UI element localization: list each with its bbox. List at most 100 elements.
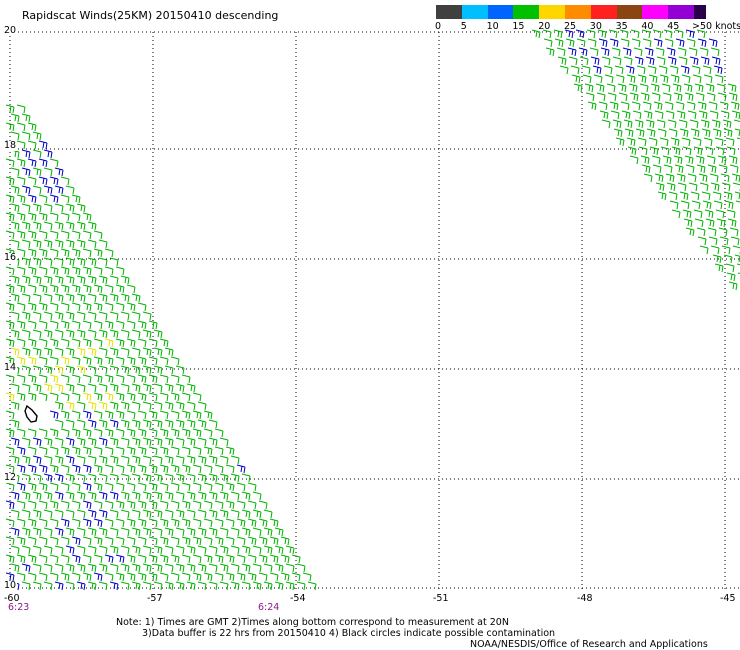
wind-barb	[82, 356, 92, 366]
wind-barb	[131, 437, 141, 447]
wind-barb	[115, 410, 125, 420]
wind-barb	[126, 338, 136, 348]
wind-barb	[685, 164, 695, 174]
wind-barb	[54, 347, 64, 357]
wind-barb	[599, 110, 609, 120]
wind-barb	[696, 164, 706, 174]
wind-barb	[175, 365, 185, 375]
wind-barb	[703, 137, 713, 147]
wind-barb	[82, 248, 92, 258]
wind-barb	[38, 320, 48, 330]
wind-barb	[679, 128, 689, 138]
wind-barb	[65, 437, 75, 447]
wind-barb	[728, 281, 738, 291]
wind-barb	[21, 437, 31, 447]
wind-barb	[699, 245, 709, 255]
wind-barb	[115, 518, 125, 528]
wind-barb	[164, 419, 174, 429]
wind-barb	[93, 500, 103, 510]
wind-barb	[556, 47, 566, 57]
wind-barb	[559, 65, 569, 75]
wind-barb	[43, 383, 53, 393]
wind-barb	[714, 263, 724, 273]
wind-barb	[712, 128, 722, 138]
wind-barb	[115, 320, 125, 330]
scale-swatch-35	[616, 5, 643, 19]
wind-barb	[10, 113, 20, 123]
scale-label-15: 15	[512, 21, 525, 32]
wind-barb	[126, 554, 136, 564]
wind-barb	[708, 38, 718, 48]
wind-barb	[43, 149, 53, 159]
wind-barb	[677, 182, 687, 192]
wind-barb	[655, 182, 665, 192]
wind-barb	[82, 572, 92, 582]
wind-barb	[49, 212, 59, 222]
wind-barb	[653, 101, 663, 111]
wind-barb	[208, 509, 218, 519]
wind-barb	[104, 410, 114, 420]
wind-barb	[197, 455, 207, 465]
wind-barb	[93, 338, 103, 348]
wind-barb	[32, 293, 42, 303]
wind-barb	[674, 164, 684, 174]
scale-swatch-20	[539, 5, 565, 19]
wind-barb	[670, 137, 680, 147]
wind-barb	[109, 401, 119, 411]
wind-barb	[5, 302, 15, 312]
wind-barb	[38, 266, 48, 276]
wind-barb	[93, 572, 103, 582]
wind-barb	[65, 509, 75, 519]
wind-barb	[120, 419, 130, 429]
wind-barb	[192, 428, 202, 438]
wind-barb	[71, 374, 81, 384]
wind-barb	[175, 401, 185, 411]
wind-barb	[60, 266, 70, 276]
wind-barb	[197, 527, 207, 537]
wind-barb	[668, 128, 678, 138]
wind-barb	[82, 554, 92, 564]
wind-barb	[49, 284, 59, 294]
wind-barb	[698, 173, 708, 183]
wind-barb	[32, 545, 42, 555]
wind-barb	[225, 446, 235, 456]
wind-barb	[170, 500, 180, 510]
wind-barb	[636, 65, 646, 75]
wind-barb	[21, 221, 31, 231]
wind-barb	[16, 140, 26, 150]
wind-barb	[21, 257, 31, 267]
wind-barb	[87, 383, 97, 393]
wind-barb	[137, 302, 147, 312]
wind-barb	[120, 365, 130, 375]
wind-barb	[65, 563, 75, 573]
wind-barb	[93, 536, 103, 546]
wind-barb	[49, 428, 59, 438]
wind-barb	[186, 581, 196, 591]
wind-barb	[203, 518, 213, 528]
wind-barb	[192, 410, 202, 420]
wind-barb	[109, 437, 119, 447]
wind-barb	[38, 302, 48, 312]
wind-barb	[225, 518, 235, 528]
wind-barb	[65, 257, 75, 267]
wind-barb	[219, 509, 229, 519]
wind-barb	[120, 293, 130, 303]
wind-barb	[10, 419, 20, 429]
wind-barb	[730, 101, 740, 111]
wind-barb	[98, 401, 108, 411]
wind-barb	[49, 266, 59, 276]
wind-barb	[16, 104, 26, 114]
note-line-1: Note: 1) Times are GMT 2)Times along bot…	[116, 617, 509, 628]
wind-barb	[71, 410, 81, 420]
wind-barb	[285, 563, 295, 573]
wind-barb	[21, 473, 31, 483]
wind-barb	[142, 419, 152, 429]
wind-barb	[724, 200, 734, 210]
wind-barb	[10, 383, 20, 393]
wind-barb	[65, 329, 75, 339]
wind-barb	[676, 173, 686, 183]
wind-barb	[644, 47, 654, 57]
wind-barb	[595, 83, 605, 93]
wind-barb	[98, 509, 108, 519]
wind-barb	[709, 110, 719, 120]
